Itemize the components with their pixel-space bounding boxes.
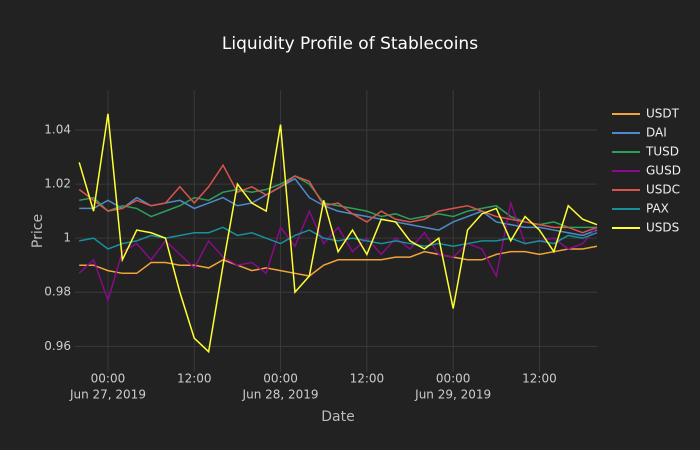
- y-tick-label: 1.02: [44, 177, 71, 191]
- legend-label: TUSD: [645, 145, 679, 159]
- series-line: [78, 113, 598, 354]
- x-tick-label: 00:00: [436, 372, 471, 386]
- legend-label: USDS: [646, 221, 679, 235]
- legend-label: USDT: [646, 107, 680, 121]
- y-tick-label: 1: [63, 231, 71, 245]
- x-tick-label: 00:00: [91, 372, 126, 386]
- y-axis-title: Price: [30, 214, 46, 248]
- y-tick-label: 0.98: [44, 285, 71, 299]
- x-tick-date: Jun 29, 2019: [414, 388, 491, 402]
- x-tick-label: 12:00: [177, 372, 212, 386]
- y-tick-label: 1.04: [44, 123, 71, 137]
- series-line: [78, 163, 598, 234]
- x-tick-label: 00:00: [263, 372, 298, 386]
- x-tick-label: 12:00: [522, 372, 557, 386]
- series-line: [79, 175, 597, 229]
- series-line: [79, 245, 598, 277]
- legend-label: DAI: [646, 126, 667, 140]
- x-axis-title: Date: [321, 409, 354, 425]
- y-tick-label: 0.96: [44, 339, 71, 353]
- legend-label: USDC: [646, 183, 680, 197]
- x-tick-date: Jun 27, 2019: [69, 388, 146, 402]
- x-tick-label: 12:00: [350, 372, 385, 386]
- chart-title: Liquidity Profile of Stablecoins: [222, 34, 478, 54]
- legend-label: GUSD: [646, 164, 681, 178]
- legend-label: PAX: [646, 202, 669, 216]
- x-tick-date: Jun 28, 2019: [242, 388, 319, 402]
